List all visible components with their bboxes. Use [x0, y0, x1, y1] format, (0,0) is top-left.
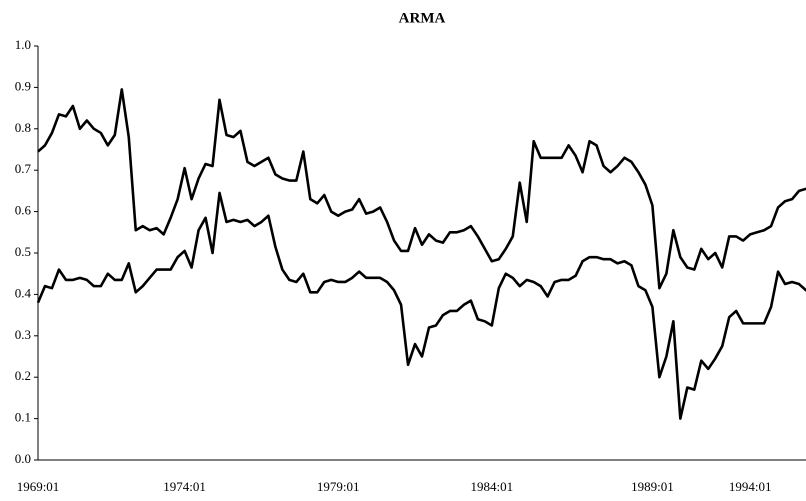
y-tick-label: 0.8 [15, 120, 31, 135]
series-line [37, 88, 806, 290]
x-tick-label: 1984:01 [471, 479, 514, 494]
series-line [36, 191, 806, 420]
chart-title: ARMA [399, 10, 446, 26]
y-tick-label: 0.7 [15, 161, 32, 176]
y-tick-label: 0.6 [15, 203, 32, 218]
y-tick-label: 0.2 [15, 368, 31, 383]
y-tick-label: 1.0 [15, 37, 31, 52]
y-tick-label: 0.4 [15, 285, 32, 300]
x-tick-label: 1994:01 [729, 479, 772, 494]
x-tick-label: 1989:01 [631, 479, 674, 494]
x-tick-label: 1979:01 [317, 479, 360, 494]
y-tick-label: 0.0 [15, 451, 31, 466]
y-tick-label: 0.3 [15, 327, 31, 342]
y-tick-label: 0.1 [15, 410, 31, 425]
y-tick-label: 0.9 [15, 78, 31, 93]
x-tick-label: 1974:01 [163, 479, 206, 494]
x-tick-label: 1969:01 [17, 479, 60, 494]
y-tick-label: 0.5 [15, 244, 31, 259]
